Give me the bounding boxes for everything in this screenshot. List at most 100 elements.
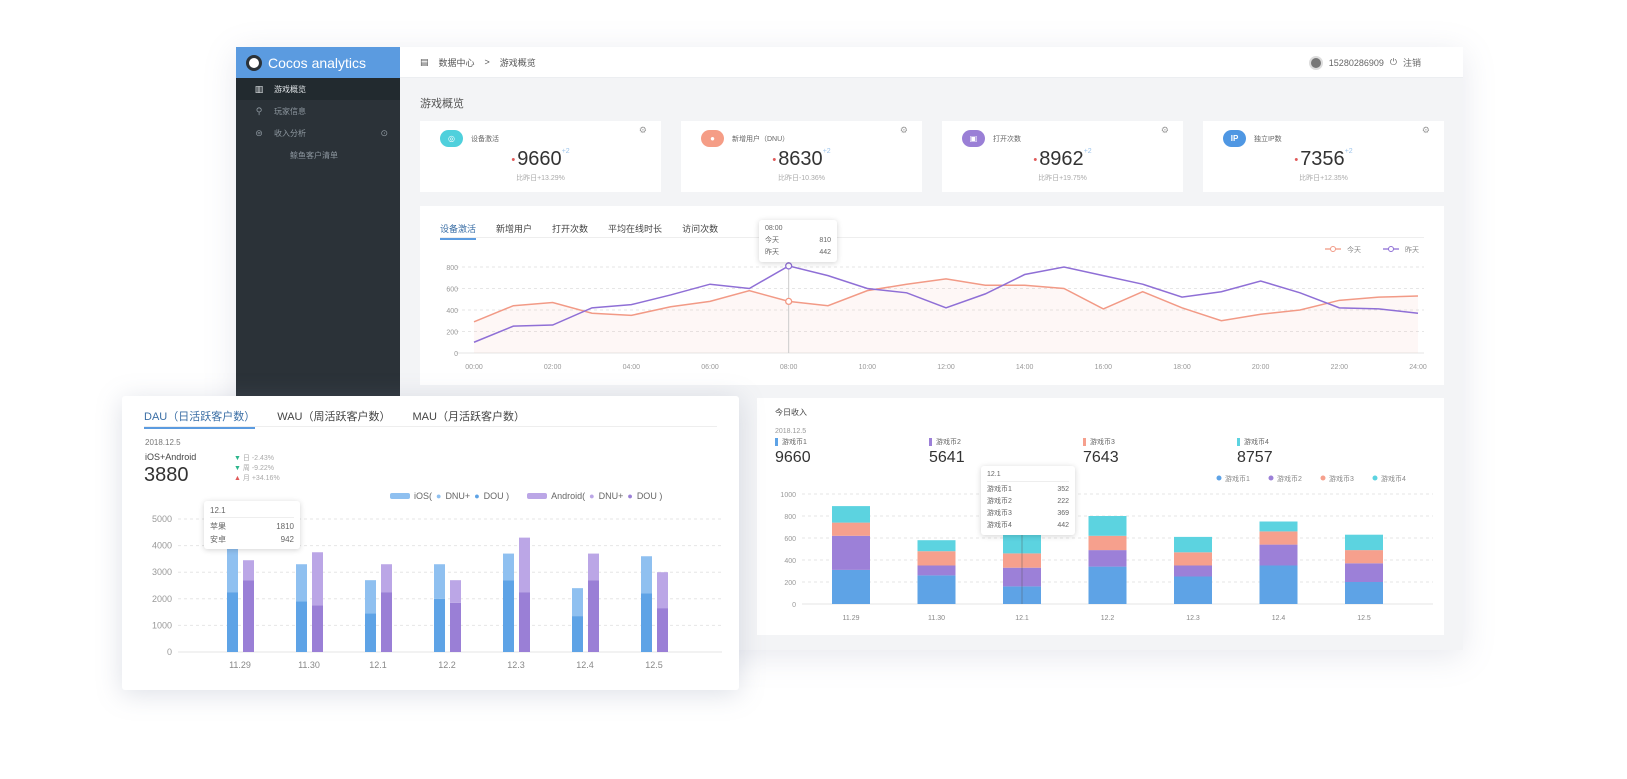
tooltip-value: 369 bbox=[1057, 510, 1069, 517]
bar-segment bbox=[1174, 565, 1212, 577]
revenue-date: 2018.12.5 bbox=[775, 428, 807, 435]
card-label: 新增用户（DNU） bbox=[732, 136, 790, 143]
sidebar-item-overview[interactable]: ▥ 游戏概览 bbox=[236, 78, 400, 100]
x-tick-label: 11.30 bbox=[928, 615, 945, 622]
change-period: 月 bbox=[242, 475, 250, 482]
y-tick-label: 0 bbox=[792, 602, 796, 609]
tab-open-count[interactable]: 打开次数 bbox=[552, 224, 589, 234]
menu-icon[interactable]: ▤ bbox=[420, 56, 429, 67]
x-tick-label: 12.4 bbox=[576, 660, 594, 670]
bar-segment bbox=[1174, 536, 1212, 553]
sidebar-item-player[interactable]: ⚲ 玩家信息 bbox=[236, 100, 400, 122]
gear-icon[interactable]: ⚙ bbox=[1160, 125, 1169, 135]
bar-segment bbox=[434, 564, 445, 599]
x-tick-label: 11.30 bbox=[298, 660, 320, 670]
legend-label: DOU ) bbox=[483, 491, 510, 501]
legend-label: 游戏币4 bbox=[1381, 474, 1406, 483]
bar-segment bbox=[1259, 531, 1298, 545]
x-tick-label: 12.5 bbox=[645, 660, 663, 670]
yen-icon: ⊜ bbox=[255, 127, 263, 138]
stat-card: ▣ 打开次数 ⚙ • 8962+2 比昨日+19.75% bbox=[942, 121, 1183, 192]
avatar[interactable] bbox=[1308, 55, 1323, 70]
breadcrumb-separator: > bbox=[484, 57, 490, 67]
tab-device-activation[interactable]: 设备激活 bbox=[440, 222, 477, 240]
y-tick-label: 0 bbox=[167, 647, 172, 657]
x-tick-label: 12.2 bbox=[438, 660, 456, 670]
x-tick-label: 12.3 bbox=[1186, 615, 1200, 622]
bar-segment bbox=[917, 551, 956, 566]
y-tick-label: 1000 bbox=[152, 620, 172, 630]
tab-dau[interactable]: DAU（日活跃客户数） bbox=[144, 408, 256, 429]
legend-label: 游戏币2 bbox=[1277, 474, 1302, 483]
tooltip-title: 12.1 bbox=[987, 469, 1069, 482]
bar-segment bbox=[227, 546, 238, 593]
legend-dot-icon: ● bbox=[589, 491, 595, 501]
bar-segment bbox=[519, 537, 530, 593]
bar-segment bbox=[657, 608, 668, 652]
tooltip-value: 942 bbox=[280, 535, 294, 544]
gear-icon[interactable]: ⚙ bbox=[899, 125, 908, 135]
y-tick-label: 200 bbox=[784, 580, 796, 587]
legend-dot-icon bbox=[1372, 475, 1378, 481]
color-bar-icon bbox=[929, 438, 932, 447]
x-tick-label: 18:00 bbox=[1173, 364, 1191, 371]
tooltip-row: 游戏币3 369 bbox=[987, 508, 1069, 520]
tab-new-users[interactable]: 新增用户 bbox=[496, 224, 533, 234]
collapse-toggle-icon[interactable]: ⊙ bbox=[380, 127, 388, 138]
bar-segment bbox=[312, 605, 323, 652]
bar-segment bbox=[588, 553, 599, 581]
tooltip-value: 442 bbox=[1057, 522, 1069, 529]
sidebar-item-revenue[interactable]: ⊜ 收入分析 ⊙ bbox=[236, 122, 400, 144]
bar-segment bbox=[917, 565, 956, 576]
bar-segment bbox=[917, 540, 956, 552]
gear-icon[interactable]: ⚙ bbox=[1421, 125, 1430, 135]
power-icon[interactable]: ⏻ bbox=[1389, 57, 1397, 67]
card-delta: +2 bbox=[561, 148, 570, 155]
bar-segment bbox=[227, 592, 238, 652]
series-line bbox=[473, 278, 1419, 323]
card-compare: 比昨日-10.36% bbox=[777, 175, 826, 182]
breadcrumb-data-center[interactable]: 数据中心 bbox=[438, 57, 475, 68]
dau-change: ▼ 周 -9.22% bbox=[234, 464, 280, 474]
revenue-item-value: 8757 bbox=[1237, 449, 1273, 466]
y-tick-label: 1000 bbox=[780, 492, 796, 499]
logout-link[interactable]: 注销 bbox=[1402, 58, 1421, 68]
revenue-item-value: 5641 bbox=[929, 449, 965, 466]
tab-wau[interactable]: WAU（周活跃客户数） bbox=[277, 411, 391, 423]
bar-segment bbox=[572, 616, 583, 652]
panel-title: 今日收入 bbox=[775, 408, 807, 417]
card-value-row: • 7356+2 bbox=[1203, 148, 1444, 171]
bar-segment bbox=[381, 564, 392, 593]
x-tick-label: 12.1 bbox=[369, 660, 387, 670]
tab-avg-online[interactable]: 平均在线时长 bbox=[608, 224, 663, 234]
legend-label: DOU ) bbox=[636, 491, 663, 501]
sidebar-subitem-whale[interactable]: 鲸鱼客户清单 bbox=[236, 144, 400, 166]
gear-icon[interactable]: ⚙ bbox=[638, 125, 647, 135]
legend-dot-icon: ● bbox=[627, 491, 633, 501]
card-value: 8962 bbox=[1039, 148, 1084, 170]
bar-segment bbox=[1345, 563, 1383, 582]
tooltip-title: 08:00 bbox=[765, 225, 783, 232]
bar-segment bbox=[1345, 550, 1383, 564]
arrow-up-icon: ▲ bbox=[234, 475, 241, 482]
bar-segment bbox=[1345, 534, 1383, 551]
divider bbox=[440, 237, 1424, 238]
dau-change: ▲ 月 +34.16% bbox=[234, 474, 280, 484]
bar-segment bbox=[434, 598, 445, 652]
line-chart-panel: 设备激活 新增用户 打开次数 平均在线时长 访问次数 0 200 400 600 800… bbox=[420, 206, 1444, 385]
data-point bbox=[785, 297, 793, 306]
bar-segment bbox=[641, 593, 652, 652]
bar-segment bbox=[296, 564, 307, 602]
tab-visits[interactable]: 访问次数 bbox=[682, 224, 719, 234]
app-logo[interactable]: Cocos analytics bbox=[236, 47, 400, 78]
tooltip-row: 游戏币2 222 bbox=[987, 496, 1069, 508]
line-tooltip: 08:00 今天 810 昨天 442 bbox=[759, 220, 837, 262]
tooltip-label: 昨天 bbox=[765, 249, 779, 256]
tab-mau[interactable]: MAU（月活跃客户数） bbox=[412, 411, 525, 423]
arrow-down-icon: ▼ bbox=[234, 455, 241, 462]
legend-label: 今天 bbox=[1347, 245, 1361, 254]
sidebar: ▥ 游戏概览 ⚲ 玩家信息 ⊜ 收入分析 ⊙ 鲸鱼客户清单 bbox=[236, 78, 400, 398]
tooltip-label: 游戏币2 bbox=[987, 498, 1012, 505]
divider bbox=[144, 426, 717, 427]
cocos-logo-icon bbox=[246, 54, 262, 71]
